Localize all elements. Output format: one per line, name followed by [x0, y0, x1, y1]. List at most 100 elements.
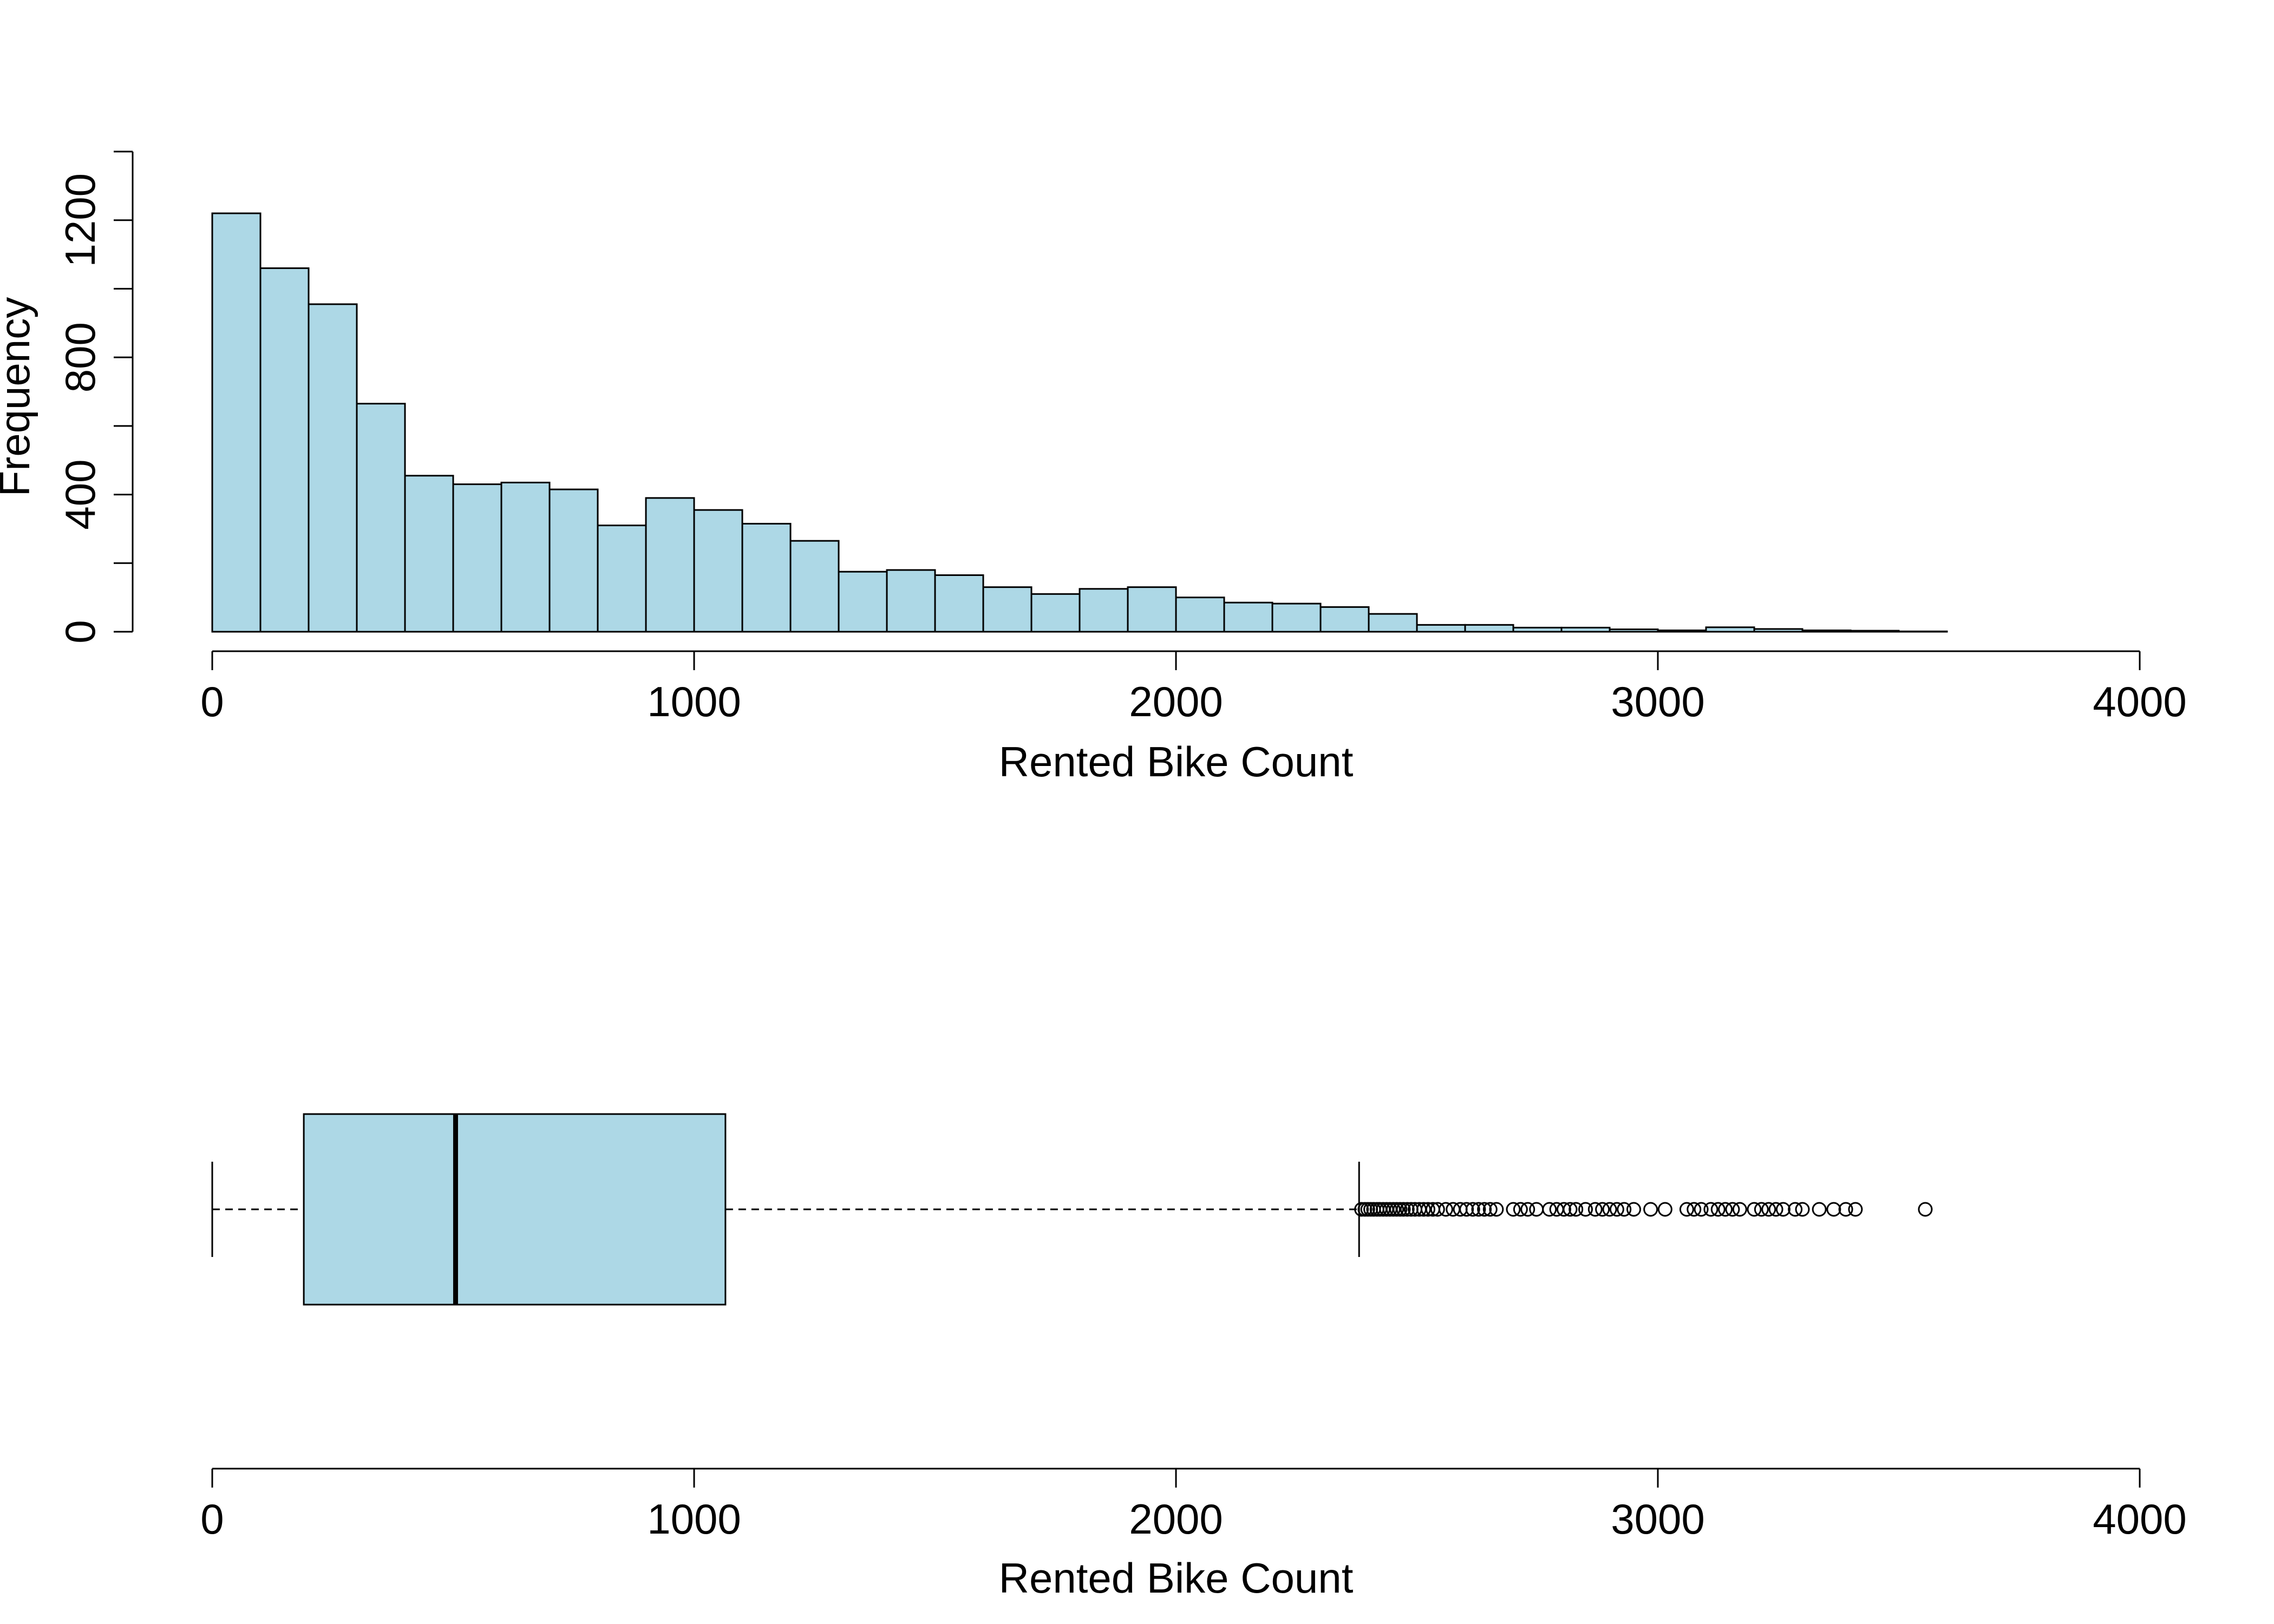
histogram-x-tick-label-4000: 4000: [2093, 678, 2187, 725]
histogram-bar-0: [211, 212, 262, 633]
boxplot-outlier-61: [1775, 1202, 1791, 1217]
histogram-y-axis-title: Frequency: [0, 297, 38, 497]
boxplot-glyph: [211, 1113, 1360, 1306]
boxplot-outlier-60: [1768, 1202, 1783, 1217]
histogram-panel: 0 1000 2000 3000 4000 0 400 800 1200 Rented Bik…: [0, 150, 2187, 785]
histogram-bar-7: [548, 488, 599, 633]
boxplot-outlier-68: [1918, 1202, 1933, 1217]
boxplot-outlier-12: [1393, 1202, 1408, 1217]
boxplot-outlier-55: [1725, 1202, 1740, 1217]
boxplot-panel: 0 1000 2000 3000 4000 Rented Bike Count: [200, 1113, 2187, 1602]
histogram-x-tick-label-0: 0: [200, 678, 224, 725]
histogram-x-tick-label-3000: 3000: [1611, 678, 1705, 725]
histogram-bar-3: [356, 403, 406, 633]
histogram-bar-29: [1609, 628, 1659, 633]
boxplot-outlier-13: [1396, 1202, 1411, 1217]
boxplot-outlier-11: [1389, 1202, 1404, 1217]
boxplot-outlier-33: [1520, 1202, 1535, 1217]
histogram-bar-9: [645, 497, 695, 633]
histogram-bar-34: [1850, 630, 1900, 633]
histogram-y-tick-label-400: 400: [56, 460, 104, 530]
histogram-bar-2: [308, 303, 358, 633]
boxplot-outlier-50: [1687, 1202, 1702, 1217]
histogram-bar-23: [1319, 606, 1370, 633]
boxplot-outlier-21: [1430, 1202, 1445, 1217]
histogram-bar-12: [789, 540, 840, 633]
boxplot-outlier-29: [1482, 1202, 1498, 1217]
histogram-bar-31: [1705, 626, 1755, 633]
boxplot-x-tick-label-4000: 4000: [2093, 1495, 2187, 1543]
histogram-x-tick-label-2000: 2000: [1129, 678, 1223, 725]
boxplot-outlier-30: [1489, 1202, 1504, 1217]
histogram-bar-32: [1753, 628, 1803, 633]
boxplot-outlier-32: [1513, 1202, 1528, 1217]
histogram-bar-10: [693, 509, 743, 633]
boxplot-x-axis: 0 1000 2000 3000 4000: [200, 1468, 2187, 1543]
boxplot-outlier-18: [1416, 1202, 1431, 1217]
boxplot-outlier-10: [1386, 1202, 1401, 1217]
boxplot-outlier-62: [1788, 1202, 1803, 1217]
boxplot-outlier-67: [1848, 1202, 1863, 1217]
boxplot-outlier-31: [1506, 1202, 1521, 1217]
boxplot-outlier-28: [1477, 1202, 1492, 1217]
boxplot-outlier-48: [1657, 1202, 1672, 1217]
boxplot-outlier-56: [1732, 1202, 1747, 1217]
histogram-bar-1: [259, 267, 310, 633]
boxplot-outlier-19: [1420, 1202, 1435, 1217]
histogram-bar-19: [1127, 586, 1177, 633]
histogram-bar-24: [1368, 613, 1418, 633]
histogram-x-tick-label-1000: 1000: [647, 678, 741, 725]
histogram-bar-16: [982, 586, 1033, 633]
boxplot-outlier-66: [1838, 1202, 1853, 1217]
histogram-bar-8: [597, 525, 647, 633]
histogram-bar-27: [1512, 626, 1563, 633]
boxplot-outlier-14: [1400, 1202, 1415, 1217]
boxplot-outlier-51: [1694, 1202, 1709, 1217]
histogram-x-axis: 0 1000 2000 3000 4000: [200, 650, 2187, 725]
histogram-bar-25: [1416, 624, 1466, 633]
histogram-bar-5: [452, 483, 502, 633]
boxplot-outlier-58: [1754, 1202, 1769, 1217]
boxplot-outlier-43: [1602, 1202, 1617, 1217]
boxplot-x-tick-label-3000: 3000: [1611, 1495, 1705, 1543]
boxplot-outlier-41: [1587, 1202, 1603, 1217]
boxplot-x-tick-label-2000: 2000: [1129, 1495, 1223, 1543]
boxplot-x-tick-label-0: 0: [200, 1495, 224, 1543]
histogram-y-tick-label-1200: 1200: [56, 173, 104, 267]
histogram-bar-21: [1223, 601, 1273, 633]
histogram-y-tick-label-800: 800: [56, 322, 104, 392]
boxplot-outlier-57: [1747, 1202, 1762, 1217]
histogram-bar-11: [741, 522, 792, 633]
boxplot-outlier-53: [1710, 1202, 1726, 1217]
boxplot-outlier-26: [1465, 1202, 1480, 1217]
histogram-bars: [211, 212, 1948, 633]
boxplot-outlier-0: [1354, 1202, 1369, 1217]
boxplot-outlier-47: [1643, 1202, 1658, 1217]
boxplot-outlier-39: [1569, 1202, 1584, 1217]
histogram-bar-35: [1898, 630, 1948, 633]
histogram-bar-33: [1801, 629, 1852, 633]
boxplot-outlier-37: [1556, 1202, 1571, 1217]
boxplot-outlier-35: [1542, 1202, 1557, 1217]
boxplot-outlier-46: [1626, 1202, 1641, 1217]
boxplot-outlier-25: [1459, 1202, 1474, 1217]
boxplot-outlier-49: [1679, 1202, 1694, 1217]
boxplot-outlier-65: [1826, 1202, 1841, 1217]
boxplot-outlier-45: [1617, 1202, 1632, 1217]
histogram-bar-26: [1464, 624, 1514, 633]
histogram-bar-14: [886, 569, 936, 633]
histogram-bar-4: [404, 475, 454, 633]
boxplot-outlier-22: [1438, 1202, 1453, 1217]
boxplot-outlier-38: [1563, 1202, 1578, 1217]
boxplot-box: [303, 1113, 727, 1306]
histogram-bar-22: [1271, 603, 1322, 633]
boxplot-x-tick-label-1000: 1000: [647, 1495, 741, 1543]
boxplot-outlier-40: [1578, 1202, 1593, 1217]
boxplot-outlier-52: [1703, 1202, 1718, 1217]
boxplot-outlier-59: [1761, 1202, 1776, 1217]
boxplot-outlier-54: [1718, 1202, 1733, 1217]
boxplot-outlier-64: [1812, 1202, 1827, 1217]
boxplot-x-axis-title: Rented Bike Count: [999, 1554, 1354, 1602]
boxplot-outliers: [1354, 1202, 1933, 1217]
